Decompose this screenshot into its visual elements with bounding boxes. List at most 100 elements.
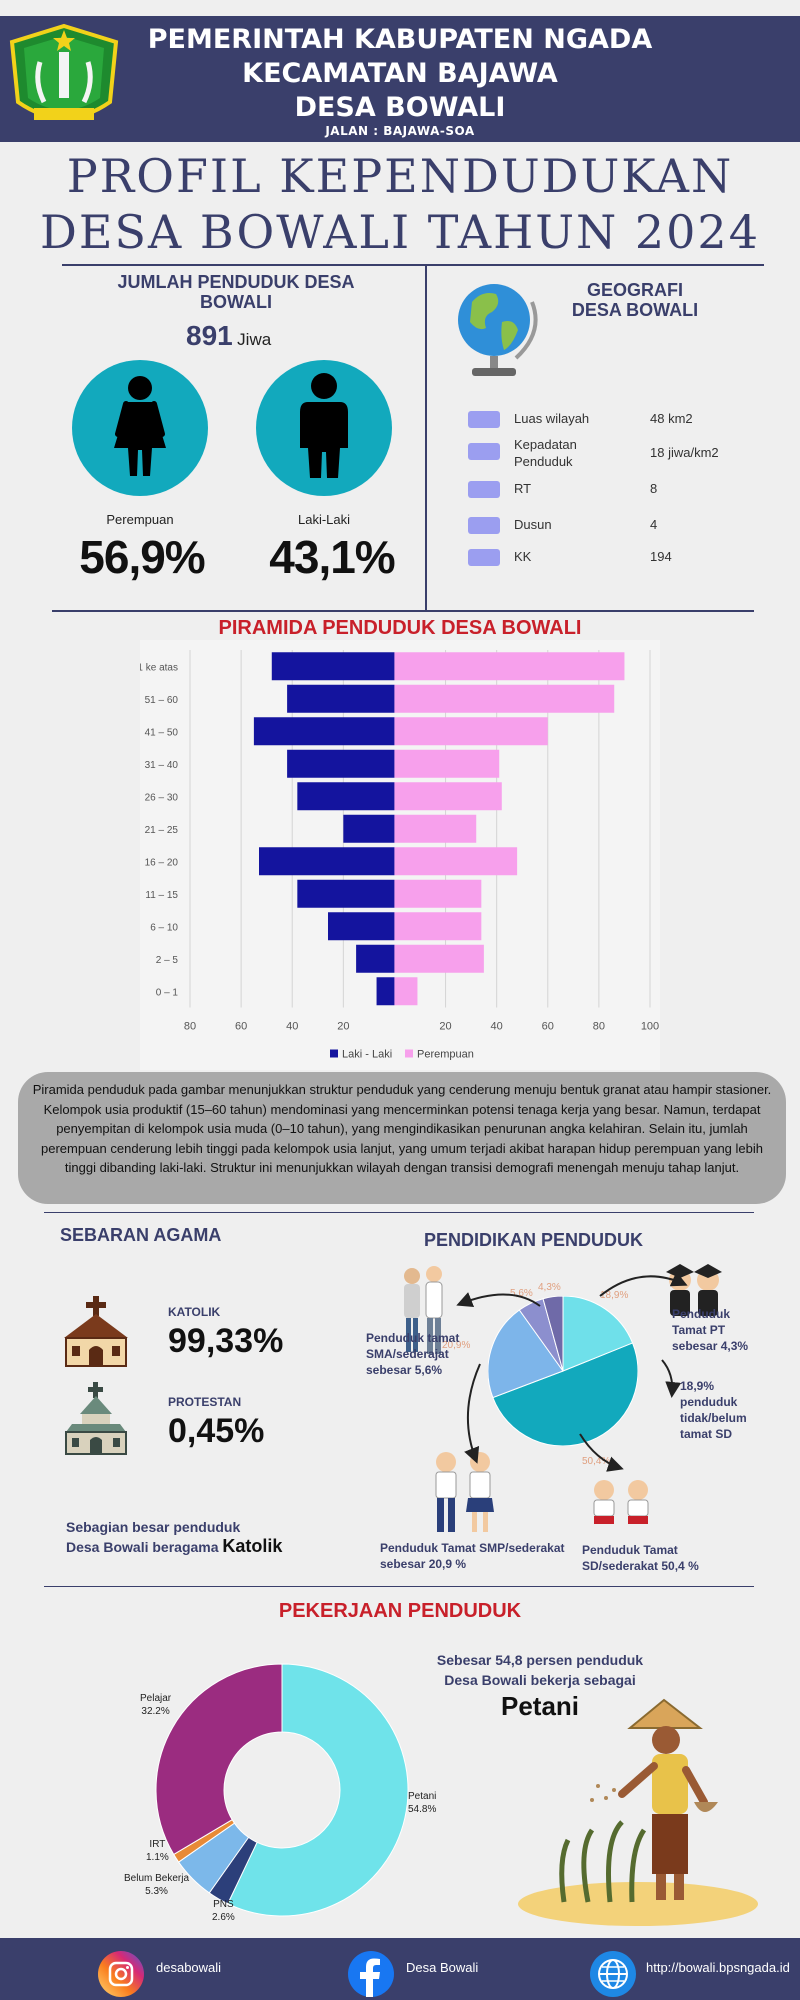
geo-value: 194 xyxy=(650,549,672,564)
bar-female xyxy=(394,814,477,843)
y-tick-label: 2 – 5 xyxy=(156,955,179,966)
students-smp-illustration xyxy=(435,1452,494,1532)
protestan-percentage: 0,45% xyxy=(168,1412,265,1450)
geo-value: 8 xyxy=(650,481,658,496)
header-line-2: KECAMATAN BAJAWA xyxy=(242,58,558,89)
religion-heading: SEBARAN AGAMA xyxy=(60,1225,222,1245)
occ-label-irt: IRT 1.1% xyxy=(146,1838,169,1864)
facebook-icon[interactable] xyxy=(348,1951,394,1997)
religion-note-line-1: Sebagian besar penduduk xyxy=(66,1519,241,1535)
protestant-church-icon xyxy=(65,1382,127,1455)
pyramid-description: Piramida penduduk pada gambar menunjukka… xyxy=(18,1072,786,1204)
geo-label: Dusun xyxy=(514,517,552,532)
y-tick-label: 61 ke atas xyxy=(140,662,178,673)
religion-note-emphasis: Katolik xyxy=(222,1536,283,1556)
bar-male xyxy=(376,977,395,1006)
protestan-label: PROTESTAN xyxy=(168,1395,242,1409)
occ-donut-slice xyxy=(227,1663,409,1917)
occ-label-name: Pelajar xyxy=(140,1693,172,1704)
divider xyxy=(52,610,754,612)
bar-male xyxy=(297,782,395,811)
bar-female xyxy=(394,912,482,941)
header-line-3: DESA BOWALI xyxy=(294,92,506,123)
ngada-regency-emblem-icon xyxy=(9,23,119,120)
farmer-illustration xyxy=(518,1698,758,1926)
edu-note-sma: Penduduk tamat SMA/sederajat sebesar 5,6… xyxy=(366,1331,460,1377)
vertical-divider xyxy=(425,266,427,610)
edu-slice-label: 50,4% xyxy=(582,1456,611,1467)
geo-row: Dusun 4 xyxy=(468,516,768,536)
geo-bullet xyxy=(468,517,500,534)
pyramid-title: PIRAMIDA PENDUDUK DESA BOWALI xyxy=(218,617,582,639)
occ-label-pelajar: Pelajar 32.2% xyxy=(140,1692,171,1718)
population-total: 891 Jiwa xyxy=(186,320,271,352)
bar-female xyxy=(394,717,548,746)
page-title: PROFIL KEPENDUDUKAN DESA BOWALI TAHUN 20… xyxy=(40,149,760,259)
occ-label-pct: 5.3% xyxy=(145,1886,168,1897)
graduates-sma-illustration xyxy=(404,1266,443,1354)
y-tick-label: 31 – 40 xyxy=(145,760,179,771)
edu-note-sd: Penduduk Tamat SD/sederakat 50,4 % xyxy=(582,1543,699,1573)
bar-male xyxy=(356,944,395,973)
legend-label-male: Laki - Laki xyxy=(342,1049,392,1061)
katolik-percentage: 99,33% xyxy=(168,1322,284,1360)
geo-value: 48 km2 xyxy=(650,411,693,426)
bar-female xyxy=(394,684,615,713)
population-pyramid-chart: 61 ke atas 51 – 60 41 – 50 31 – 40 26 – 30 21… xyxy=(140,640,660,1070)
katolik-label: KATOLIK xyxy=(168,1305,221,1319)
bar-male xyxy=(253,717,395,746)
y-tick-label: 51 – 60 xyxy=(145,695,179,706)
y-tick-label: 0 – 1 xyxy=(156,987,179,998)
population-total-value: 891 xyxy=(186,320,233,351)
website-url[interactable]: http://bowali.bpsngada.id xyxy=(646,1960,790,1975)
facebook-page[interactable]: Desa Bowali xyxy=(406,1960,479,1975)
population-heading: JUMLAH PENDUDUK DESA BOWALI xyxy=(117,272,355,312)
edu-note-smp: Penduduk Tamat SMP/sederakat sebesar 20,… xyxy=(380,1541,565,1571)
geo-label: Luas wilayah xyxy=(514,411,590,426)
edu-note-not-sd: 18,9% penduduk tidak/belum tamat SD xyxy=(680,1379,747,1441)
legend-swatch-male xyxy=(330,1049,338,1058)
occ-label-pct: 2.6% xyxy=(212,1912,235,1923)
bar-female xyxy=(394,749,500,778)
religion-note: Sebagian besar penduduk Desa Bowali bera… xyxy=(66,1518,282,1557)
y-tick-label: 6 – 10 xyxy=(150,922,178,933)
divider xyxy=(44,1212,754,1213)
female-label: Perempuan xyxy=(106,512,174,527)
geo-bullet xyxy=(468,549,500,566)
occupation-note-line-2: Desa Bowali bekerja sebagai xyxy=(444,1672,636,1688)
bar-male xyxy=(259,847,395,876)
population-unit: Jiwa xyxy=(237,330,272,349)
catholic-church-icon xyxy=(64,1296,128,1367)
bar-male xyxy=(271,652,395,681)
edu-slice-label: 4,3% xyxy=(538,1282,561,1293)
edu-pie-slice xyxy=(562,1296,634,1372)
globe-web-icon[interactable] xyxy=(590,1951,636,1997)
bar-male xyxy=(287,684,395,713)
occ-label-petani: Petani 54.8% xyxy=(408,1790,436,1816)
geo-row: Luas wilayah 48 km2 xyxy=(468,410,768,430)
male-icon xyxy=(300,373,348,478)
occupation-heading: PEKERJAAN PENDUDUK xyxy=(278,1600,522,1622)
y-tick-label: 21 – 25 xyxy=(145,825,179,836)
bar-male xyxy=(297,879,395,908)
header-line-1: PEMERINTAH KABUPATEN NGADA xyxy=(147,24,653,55)
geography-heading: GEOGRAFI DESA BOWALI xyxy=(560,280,710,320)
occ-label-pct: 54.8% xyxy=(408,1804,437,1815)
x-tick-label: 20 xyxy=(337,1021,349,1033)
x-tick-label: 20 xyxy=(439,1021,451,1033)
bar-female xyxy=(394,782,502,811)
bar-female xyxy=(394,879,482,908)
education-pie-chart xyxy=(488,1296,638,1446)
bar-male xyxy=(287,749,395,778)
y-tick-label: 26 – 30 xyxy=(145,792,179,803)
instagram-handle[interactable]: desabowali xyxy=(156,1960,222,1975)
occ-label-name: IRT xyxy=(149,1839,166,1850)
legend-label-female: Perempuan xyxy=(417,1049,474,1061)
geo-bullet xyxy=(468,411,500,428)
x-tick-label: 60 xyxy=(235,1021,247,1033)
instagram-icon[interactable] xyxy=(98,1951,144,1997)
edu-slice-label: 5,6% xyxy=(510,1288,533,1299)
geo-label: RT xyxy=(514,481,532,496)
header-banner: PEMERINTAH KABUPATEN NGADA KECAMATAN BAJ… xyxy=(0,16,800,142)
occupation-note: Sebesar 54,8 persen penduduk Desa Bowali… xyxy=(410,1650,670,1719)
